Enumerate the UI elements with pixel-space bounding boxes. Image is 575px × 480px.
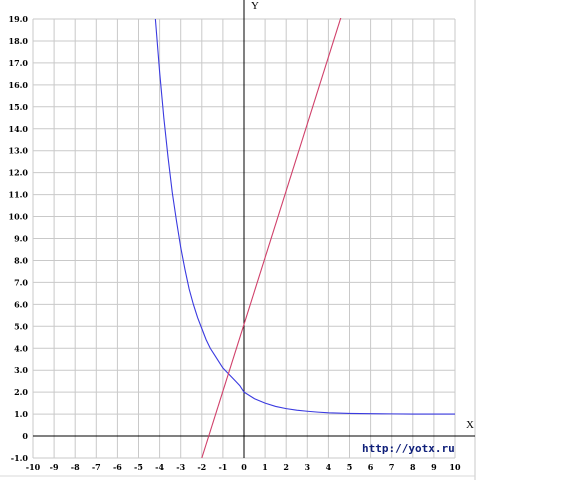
y-tick-label: 14.0: [9, 124, 29, 134]
x-tick-label: -2: [197, 462, 206, 472]
x-tick-label: -7: [92, 462, 101, 472]
x-tick-label: -9: [50, 462, 59, 472]
x-tick-label: 4: [326, 462, 332, 472]
series-line-straight: [201, 18, 342, 458]
tick-labels: -10 -9 -8 -7 -6 -5 -4 -3 -2 -1 0 1 2 3 4 5 6 7 8 9 10-1.001.…: [9, 14, 461, 472]
x-tick-label: -5: [134, 462, 143, 472]
y-tick-label: 9.0: [14, 234, 28, 244]
x-tick-label: 3: [305, 462, 311, 472]
x-tick-label: 9: [431, 462, 437, 472]
y-tick-label: -1.0: [11, 453, 29, 463]
x-axis-label: X: [466, 419, 474, 431]
x-tick-label: 1: [262, 462, 268, 472]
x-tick-label: 0: [241, 462, 247, 472]
y-tick-label: 1.0: [14, 409, 28, 419]
y-tick-label: 10.0: [9, 212, 29, 222]
watermark-text: http://yotx.ru: [362, 442, 455, 455]
x-tick-label: 7: [389, 462, 395, 472]
y-tick-label: 4.0: [14, 343, 28, 353]
y-tick-label: 11.0: [9, 190, 29, 200]
y-tick-label: 5.0: [14, 321, 28, 331]
y-tick-label: 13.0: [9, 146, 29, 156]
x-tick-label: 6: [368, 462, 374, 472]
y-tick-label: 16.0: [9, 80, 29, 90]
y-tick-label: 8.0: [14, 255, 28, 265]
y-tick-label: 2.0: [14, 387, 28, 397]
y-axis-label: Y: [251, 0, 259, 12]
x-tick-label: 5: [347, 462, 353, 472]
y-tick-label: 3.0: [14, 365, 28, 375]
y-tick-label: 6.0: [14, 299, 28, 309]
y-tick-label: 17.0: [9, 58, 29, 68]
x-tick-label: 2: [283, 462, 289, 472]
series-group: [154, 18, 455, 458]
y-tick-label: 12.0: [9, 168, 29, 178]
series-line-curve: [154, 18, 455, 415]
y-tick-label: 15.0: [9, 102, 29, 112]
x-tick-label: 8: [410, 462, 416, 472]
x-tick-label: -8: [71, 462, 80, 472]
x-tick-label: -6: [113, 462, 122, 472]
axes: [33, 0, 475, 458]
x-tick-label: -10: [26, 462, 41, 472]
y-tick-label: 19.0: [9, 14, 29, 24]
y-tick-label: 7.0: [14, 277, 28, 287]
y-tick-label: 18.0: [9, 36, 29, 46]
x-tick-label: -1: [218, 462, 227, 472]
x-tick-label: -3: [176, 462, 185, 472]
y-tick-label: 0: [22, 431, 28, 441]
x-tick-label: -4: [155, 462, 164, 472]
x-tick-label: 10: [449, 462, 461, 472]
